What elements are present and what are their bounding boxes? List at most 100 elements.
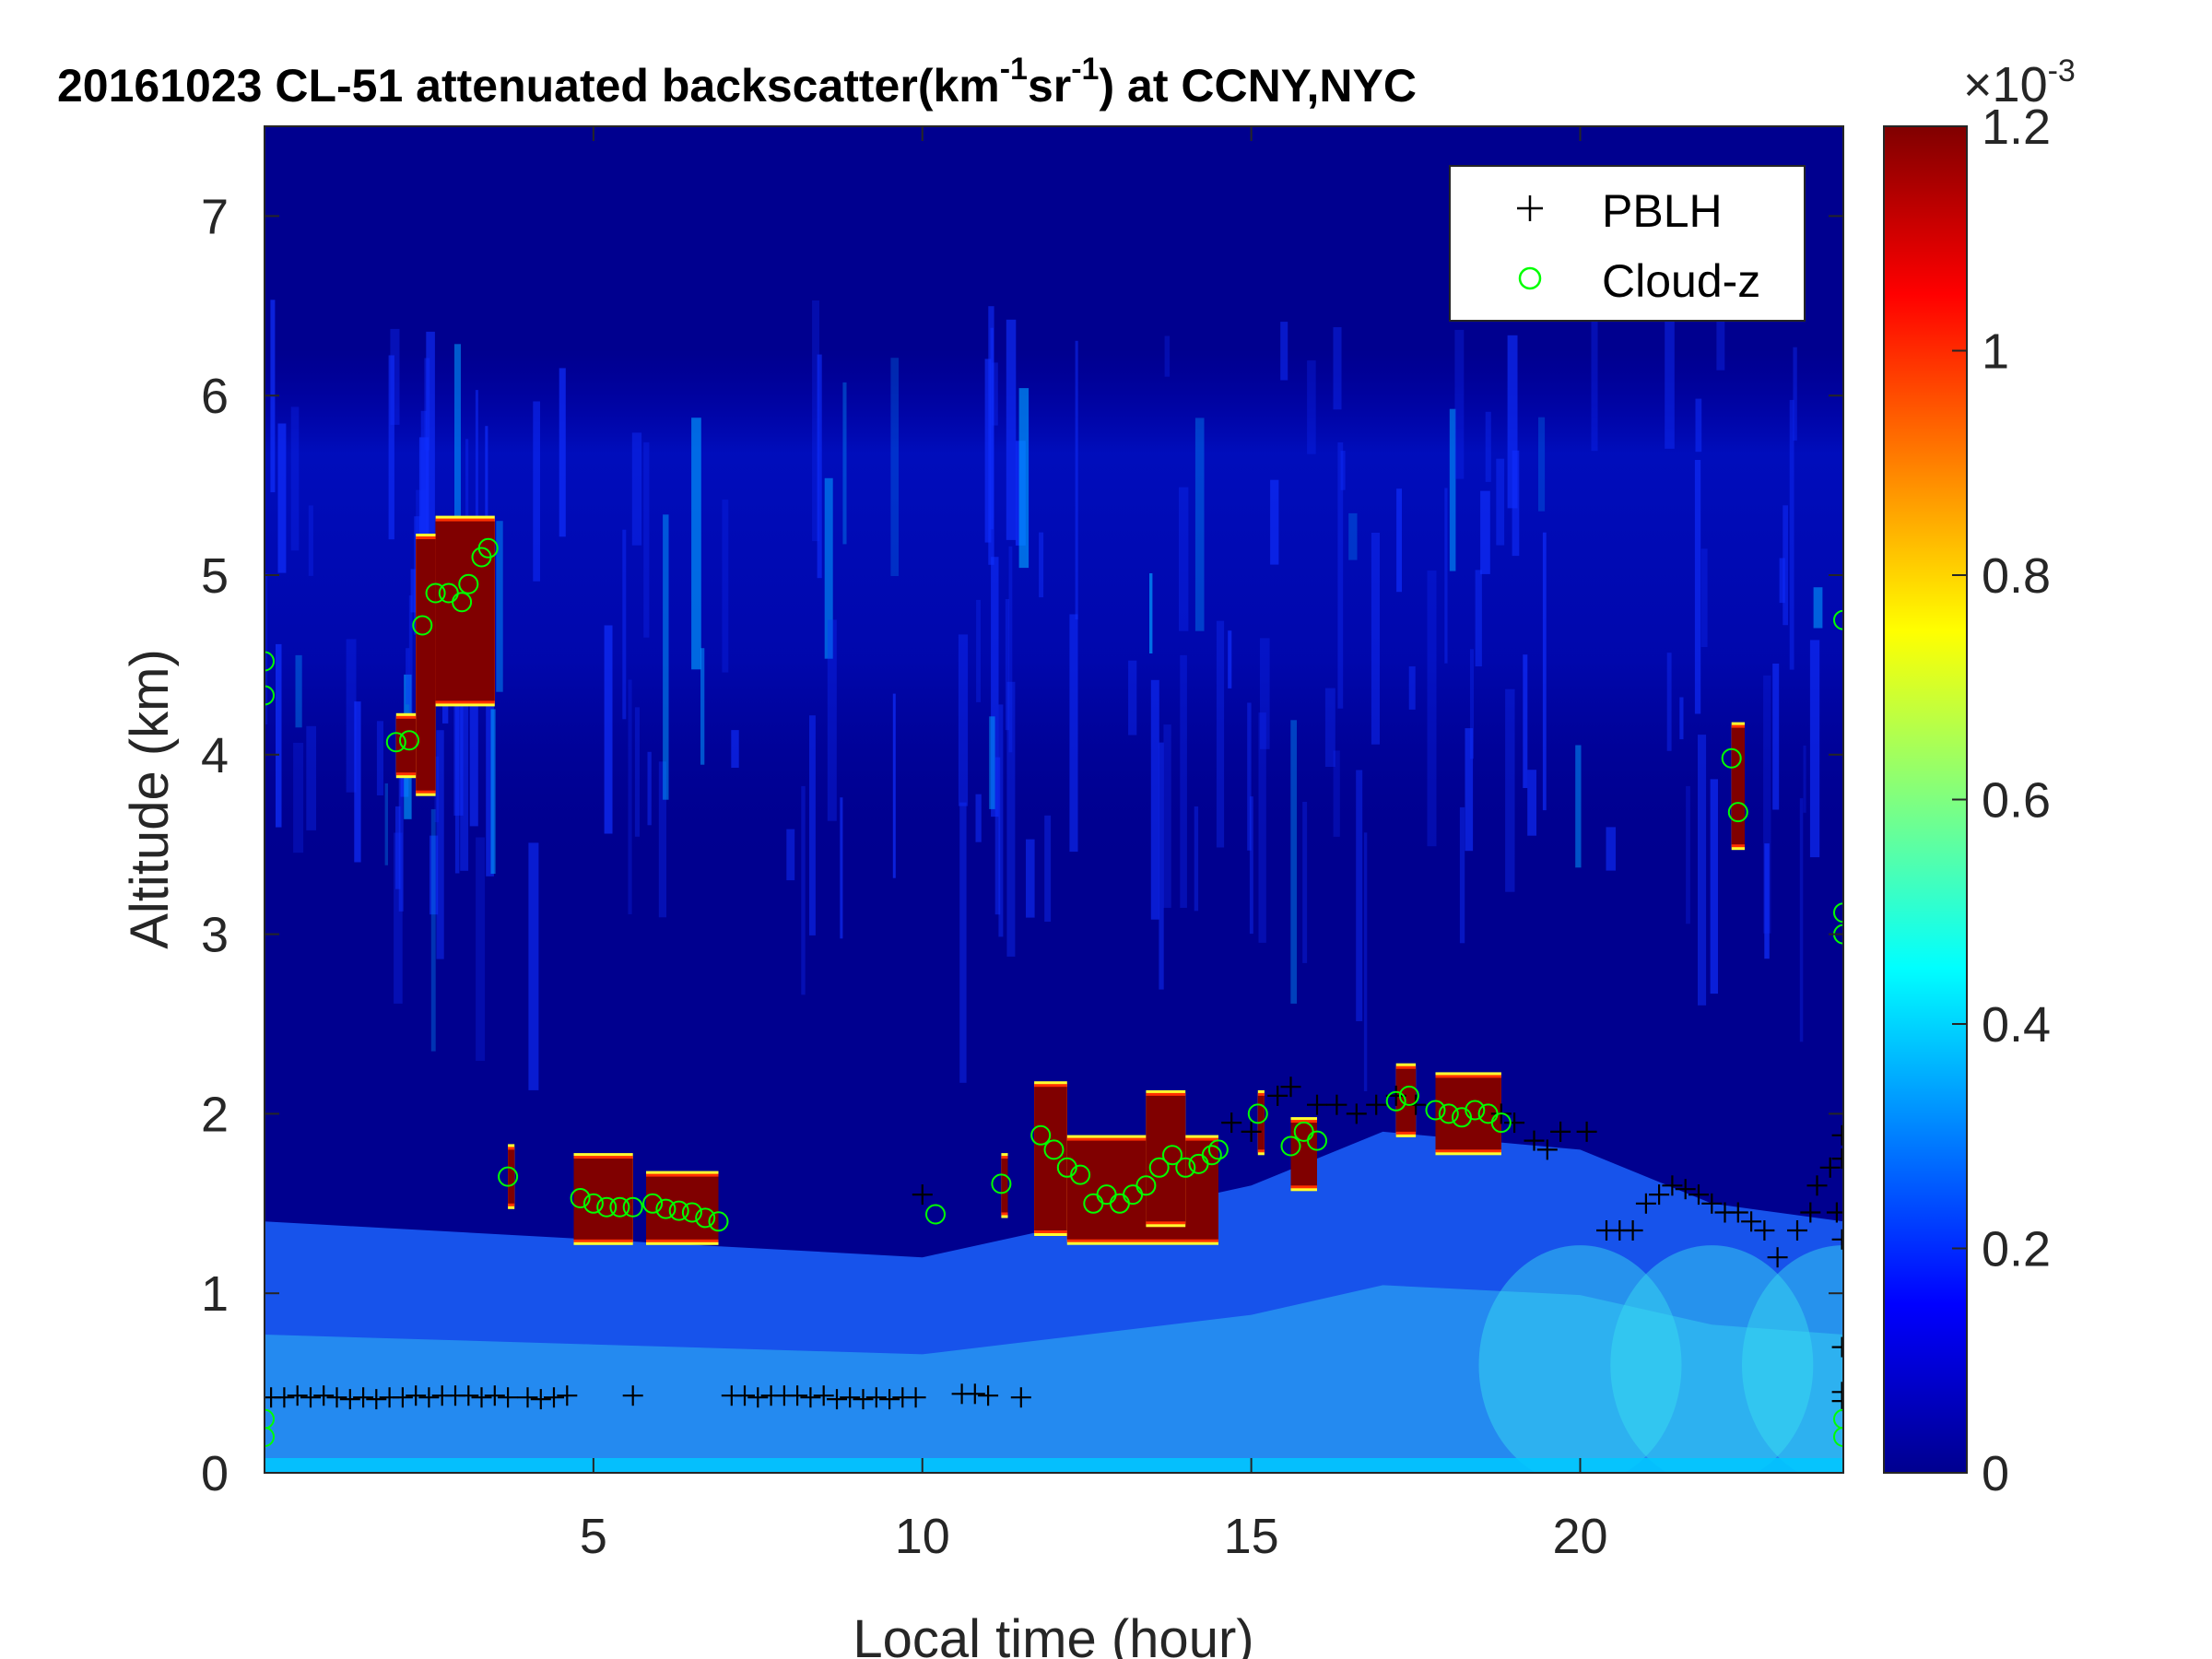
cloud-z-point xyxy=(570,1188,591,1208)
legend-cloud-z-label: Cloud-z xyxy=(1602,255,1760,307)
pblh-point xyxy=(905,1387,926,1408)
pblh-point xyxy=(458,1385,479,1406)
cloud-z-point xyxy=(609,1196,630,1218)
pblh-point xyxy=(865,1387,887,1408)
x-tick-label: 20 xyxy=(1552,1509,1607,1564)
pblh-point xyxy=(1831,1148,1843,1170)
pblh-point xyxy=(813,1385,834,1406)
backscatter-streak xyxy=(1228,630,1232,688)
backscatter-streak xyxy=(1527,770,1536,836)
pblh-point xyxy=(800,1387,821,1408)
backscatter-streak xyxy=(1575,745,1582,868)
cloud-z-point xyxy=(1162,1145,1182,1166)
cloud-z-point xyxy=(668,1200,689,1221)
cloud-z-point xyxy=(1307,1130,1327,1151)
backscatter-streak xyxy=(1465,728,1474,852)
boundary-layer xyxy=(265,1131,1843,1473)
backscatter-streak xyxy=(984,359,992,543)
backscatter-streak xyxy=(1679,697,1684,740)
pblh-point xyxy=(530,1389,551,1410)
backscatter-streak xyxy=(1340,451,1346,490)
backscatter-streak xyxy=(1179,487,1189,631)
pblh-point xyxy=(1326,1094,1347,1115)
plot-area xyxy=(265,126,1843,1473)
backscatter-streak xyxy=(1006,681,1016,957)
backscatter-streak xyxy=(663,514,669,800)
backscatter-streak xyxy=(634,707,640,837)
cloud-layer xyxy=(416,539,436,791)
pblh-point xyxy=(1241,1121,1262,1142)
legend-pblh-label: PBLH xyxy=(1602,185,1723,237)
backscatter-streak xyxy=(1044,815,1052,922)
backscatter-streak xyxy=(827,619,837,821)
backscatter-streak xyxy=(604,625,613,834)
pblh-point xyxy=(964,1383,985,1405)
cloud-z-point xyxy=(1833,1427,1843,1447)
cloud-z-point xyxy=(1148,1157,1170,1178)
backscatter-streak xyxy=(453,671,464,816)
backscatter-streak xyxy=(1444,488,1448,664)
backscatter-streak xyxy=(1542,532,1547,811)
backscatter-streak xyxy=(1507,335,1518,509)
colorbar-exponent: ×10-3 xyxy=(1963,53,2076,112)
backscatter-streak xyxy=(1538,417,1546,512)
backscatter-streak xyxy=(998,704,1004,937)
backscatter-streak xyxy=(1194,806,1199,912)
backscatter-streak xyxy=(1803,745,1806,813)
backscatter-streak xyxy=(486,678,494,877)
backscatter-streak xyxy=(1523,654,1528,788)
backscatter-streak xyxy=(1356,770,1363,1021)
backscatter-streak xyxy=(658,761,666,918)
backscatter-streak xyxy=(277,423,287,573)
pblh-point xyxy=(735,1385,755,1406)
pblh-point xyxy=(1536,1139,1558,1160)
cloud-z-point xyxy=(412,615,433,636)
backscatter-streak xyxy=(1348,512,1358,560)
pblh-point xyxy=(313,1385,335,1406)
backscatter-streak xyxy=(994,757,1001,915)
backscatter-streak xyxy=(1716,311,1725,371)
cloud-z-point xyxy=(1721,747,1742,769)
y-tick-label: 4 xyxy=(201,728,229,783)
cloud-layer xyxy=(1001,1159,1008,1213)
pblh-point xyxy=(274,1387,295,1408)
backscatter-streak xyxy=(429,835,439,915)
backscatter-streak xyxy=(1164,335,1171,377)
backscatter-streak xyxy=(394,832,403,1004)
backscatter-streak xyxy=(1280,322,1288,381)
cloud-z-point xyxy=(477,537,499,559)
backscatter-streak xyxy=(1772,664,1780,810)
colorbar-ticks: 0 0.2 0.4 0.6 0.8 1 1.2 xyxy=(1952,100,2051,1501)
backscatter-streak xyxy=(1694,460,1701,714)
backscatter-streak xyxy=(731,730,739,768)
pblh-series xyxy=(265,1077,1843,1412)
backscatter-streak xyxy=(1427,571,1437,847)
pblh-point xyxy=(1576,1121,1597,1142)
backscatter-streak xyxy=(460,627,469,871)
backscatter-streak xyxy=(1459,806,1465,944)
backscatter-streak xyxy=(469,663,478,827)
cloud-z-point xyxy=(1247,1103,1268,1124)
backscatter-streak xyxy=(1333,327,1342,410)
pblh-point xyxy=(1800,1202,1821,1223)
backscatter-streak xyxy=(436,730,444,959)
pblh-point xyxy=(418,1387,440,1408)
backscatter-streak xyxy=(1396,488,1402,593)
cloud-z-point xyxy=(1425,1100,1446,1121)
cloud-z-point xyxy=(642,1193,664,1214)
backscatter-streak xyxy=(647,751,652,826)
backscatter-streak xyxy=(801,785,806,995)
surface-band xyxy=(265,1458,1843,1473)
legend-cloud-z-marker xyxy=(1518,266,1542,290)
backscatter-streak xyxy=(1793,347,1797,441)
backscatter-streak xyxy=(1809,640,1820,858)
pblh-point xyxy=(840,1387,861,1408)
backscatter-streak xyxy=(1470,649,1474,759)
backscatter-streak xyxy=(1665,316,1675,449)
backscatter-streak xyxy=(958,634,969,806)
backscatter-streak xyxy=(1302,802,1308,963)
x-axis-ticks: 5 10 15 20 xyxy=(580,126,1608,1564)
chart-title: 20161023 CL-51 attenuated backscatter(km… xyxy=(57,52,1417,112)
cloud-z-point xyxy=(1833,609,1843,630)
